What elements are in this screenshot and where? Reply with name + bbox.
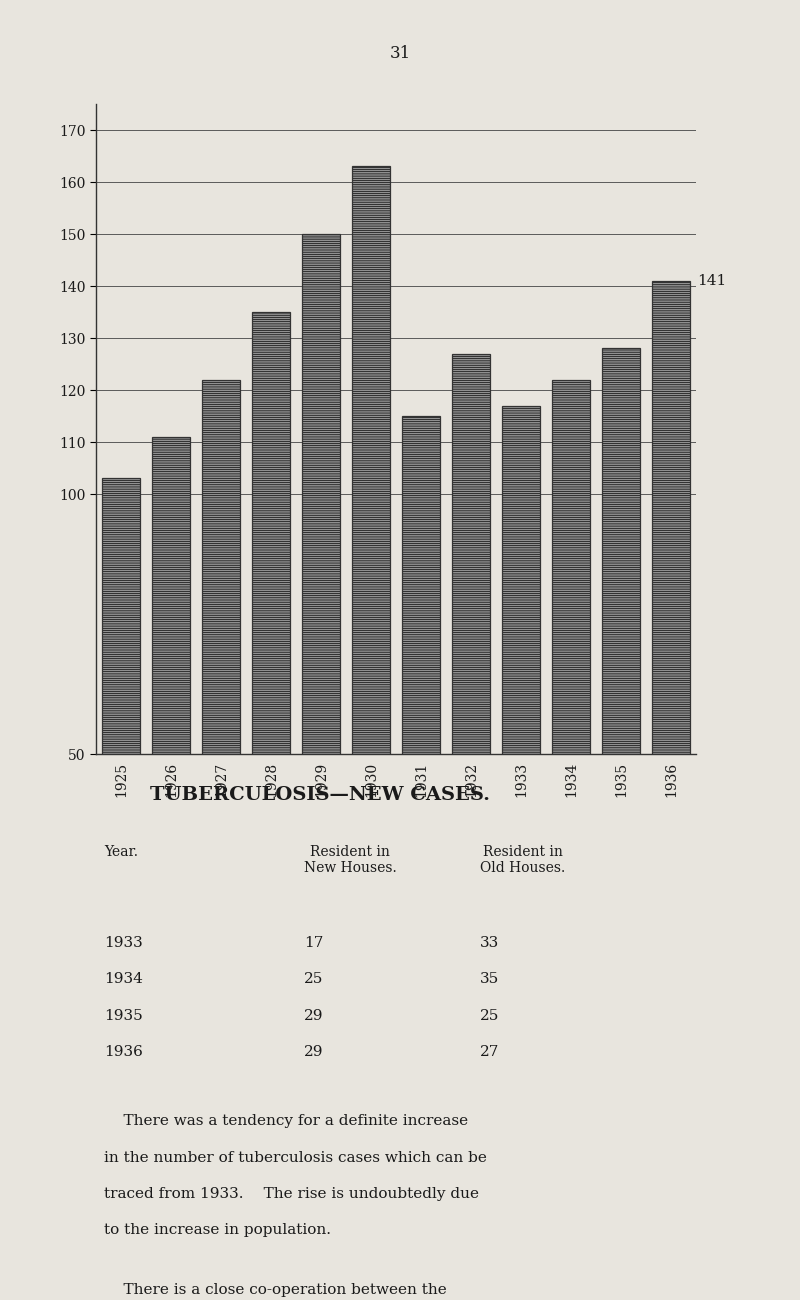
Text: 1935: 1935 [104, 1009, 142, 1023]
Text: 1934: 1934 [104, 972, 143, 987]
Text: 141: 141 [698, 274, 726, 287]
Bar [552, 380, 590, 1014]
Text: 31: 31 [390, 46, 410, 62]
Bar [452, 354, 490, 1014]
Bar [302, 234, 340, 1014]
Text: Year.: Year. [104, 845, 138, 859]
Text: TUBERCULOSIS—NEW CASES.: TUBERCULOSIS—NEW CASES. [150, 786, 490, 805]
Bar [352, 166, 390, 1014]
Text: 35: 35 [480, 972, 499, 987]
Text: to the increase in population.: to the increase in population. [104, 1223, 331, 1238]
Bar [402, 416, 440, 1014]
Bar [152, 437, 190, 1014]
Text: 29: 29 [304, 1045, 323, 1060]
Bar [202, 380, 240, 1014]
Bar [102, 478, 140, 1014]
Text: There was a tendency for a definite increase: There was a tendency for a definite incr… [104, 1114, 468, 1128]
Text: 1936: 1936 [104, 1045, 143, 1060]
Text: traced from 1933.  The rise is undoubtedly due: traced from 1933. The rise is undoubtedl… [104, 1187, 479, 1201]
Text: Resident in
Old Houses.: Resident in Old Houses. [480, 845, 566, 875]
Bar [602, 348, 640, 1014]
Text: 33: 33 [480, 936, 499, 950]
Bar [252, 312, 290, 1014]
Bar [652, 281, 690, 1014]
Text: 1933: 1933 [104, 936, 142, 950]
Text: 29: 29 [304, 1009, 323, 1023]
Text: 25: 25 [480, 1009, 499, 1023]
Text: in the number of tuberculosis cases which can be: in the number of tuberculosis cases whic… [104, 1150, 487, 1165]
Text: 27: 27 [480, 1045, 499, 1060]
Text: There is a close co-operation between the: There is a close co-operation between th… [104, 1283, 446, 1297]
Text: 25: 25 [304, 972, 323, 987]
Text: Resident in
New Houses.: Resident in New Houses. [304, 845, 397, 875]
Bar [502, 406, 540, 1014]
Text: 17: 17 [304, 936, 323, 950]
